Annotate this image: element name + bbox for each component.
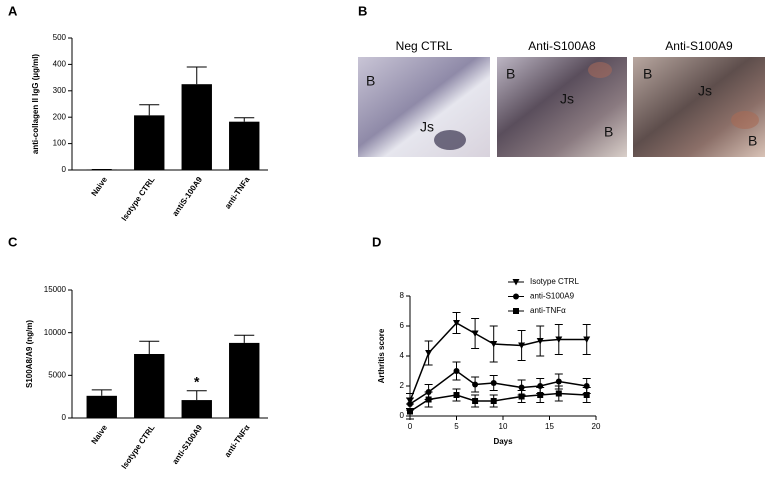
series-line bbox=[409, 370, 587, 405]
bar bbox=[229, 121, 260, 170]
x-tick-label: 15 bbox=[545, 422, 554, 431]
y-tick-label: 2 bbox=[400, 381, 405, 390]
y-tick-label: 400 bbox=[53, 60, 67, 69]
marker bbox=[537, 392, 544, 398]
image-label: Js bbox=[420, 119, 434, 135]
y-axis-label: S100A8/A9 (ng/m) bbox=[25, 320, 34, 388]
cells bbox=[588, 62, 612, 78]
image-label: B bbox=[643, 66, 652, 82]
x-tick-label: 0 bbox=[408, 422, 413, 431]
x-tick-label: antiS-100A9 bbox=[170, 175, 204, 218]
y-tick-label: 5000 bbox=[48, 370, 66, 379]
x-axis-label: Days bbox=[493, 437, 513, 446]
annotation: * bbox=[194, 373, 200, 389]
marker bbox=[583, 392, 590, 398]
legend-label: anti-S100A9 bbox=[530, 292, 575, 301]
panel-b-images bbox=[358, 57, 765, 157]
image-label: B bbox=[604, 124, 613, 140]
marker bbox=[555, 390, 562, 397]
y-tick-label: 200 bbox=[53, 112, 67, 121]
x-tick-label: 5 bbox=[454, 422, 459, 431]
micrograph bbox=[358, 57, 490, 157]
image-label: B bbox=[748, 133, 757, 149]
x-tick-label: Isotype CTRL bbox=[120, 175, 157, 222]
y-tick-label: 300 bbox=[53, 86, 67, 95]
image-label: B bbox=[366, 73, 375, 89]
bar bbox=[86, 395, 117, 418]
image-label: B bbox=[506, 66, 515, 82]
legend-marker bbox=[513, 293, 519, 300]
panel-label: A bbox=[8, 3, 18, 18]
y-tick-label: 6 bbox=[400, 321, 405, 330]
marker bbox=[453, 368, 460, 374]
y-tick-label: 0 bbox=[62, 413, 67, 422]
y-tick-label: 0 bbox=[62, 165, 67, 174]
y-tick-label: 15000 bbox=[44, 285, 67, 294]
x-tick-label: Naive bbox=[89, 423, 109, 446]
legend-label: Isotype CTRL bbox=[530, 277, 579, 286]
bar bbox=[134, 354, 165, 418]
cells bbox=[434, 130, 466, 150]
panel-label: C bbox=[8, 234, 18, 249]
marker bbox=[425, 350, 433, 357]
y-tick-label: 100 bbox=[53, 139, 67, 148]
image-title: Anti-S100A9 bbox=[665, 39, 733, 53]
image-title: Neg CTRL bbox=[396, 39, 453, 53]
marker bbox=[490, 341, 498, 348]
x-tick-label: 20 bbox=[592, 422, 601, 431]
legend-marker bbox=[513, 308, 519, 314]
x-tick-label: Naive bbox=[89, 175, 109, 198]
image-label: Js bbox=[698, 83, 712, 99]
marker bbox=[518, 393, 525, 400]
y-tick-label: 10000 bbox=[44, 328, 67, 337]
bar bbox=[134, 115, 165, 170]
cells bbox=[731, 111, 759, 129]
y-axis-label: anti-collagen II IgG (µg/ml) bbox=[31, 54, 40, 155]
y-tick-label: 500 bbox=[53, 33, 67, 42]
panel-label: D bbox=[372, 234, 381, 249]
marker bbox=[536, 338, 544, 345]
legend-label: anti-TNFα bbox=[530, 306, 566, 315]
legend-marker bbox=[512, 279, 520, 286]
marker bbox=[407, 408, 413, 415]
image-title: Anti-S100A8 bbox=[528, 39, 596, 53]
bar bbox=[229, 342, 260, 418]
marker bbox=[583, 336, 591, 343]
bar bbox=[181, 84, 212, 170]
marker bbox=[472, 398, 479, 404]
marker bbox=[555, 336, 563, 343]
y-axis-label: Arthritis score bbox=[377, 328, 386, 383]
image-label: Js bbox=[560, 91, 574, 107]
marker bbox=[518, 342, 526, 349]
bar bbox=[181, 400, 212, 418]
x-tick-label: anti-S100A9 bbox=[170, 423, 204, 466]
marker bbox=[555, 378, 562, 385]
x-tick-label: 10 bbox=[499, 422, 508, 431]
marker bbox=[453, 320, 460, 327]
x-tick-label: Isotype CTRL bbox=[120, 423, 157, 470]
panel-label: B bbox=[358, 3, 367, 18]
marker bbox=[453, 392, 460, 398]
marker bbox=[518, 384, 525, 391]
marker bbox=[471, 330, 479, 337]
y-tick-label: 4 bbox=[400, 351, 405, 360]
marker bbox=[490, 380, 497, 386]
marker bbox=[472, 381, 479, 388]
micrograph bbox=[633, 57, 765, 157]
y-tick-label: 0 bbox=[400, 411, 405, 420]
marker bbox=[425, 396, 432, 403]
x-tick-label: anti-TNFa bbox=[223, 175, 252, 211]
x-tick-label: anti-TNFα bbox=[223, 423, 252, 459]
marker bbox=[490, 398, 497, 404]
y-tick-label: 8 bbox=[400, 291, 405, 300]
